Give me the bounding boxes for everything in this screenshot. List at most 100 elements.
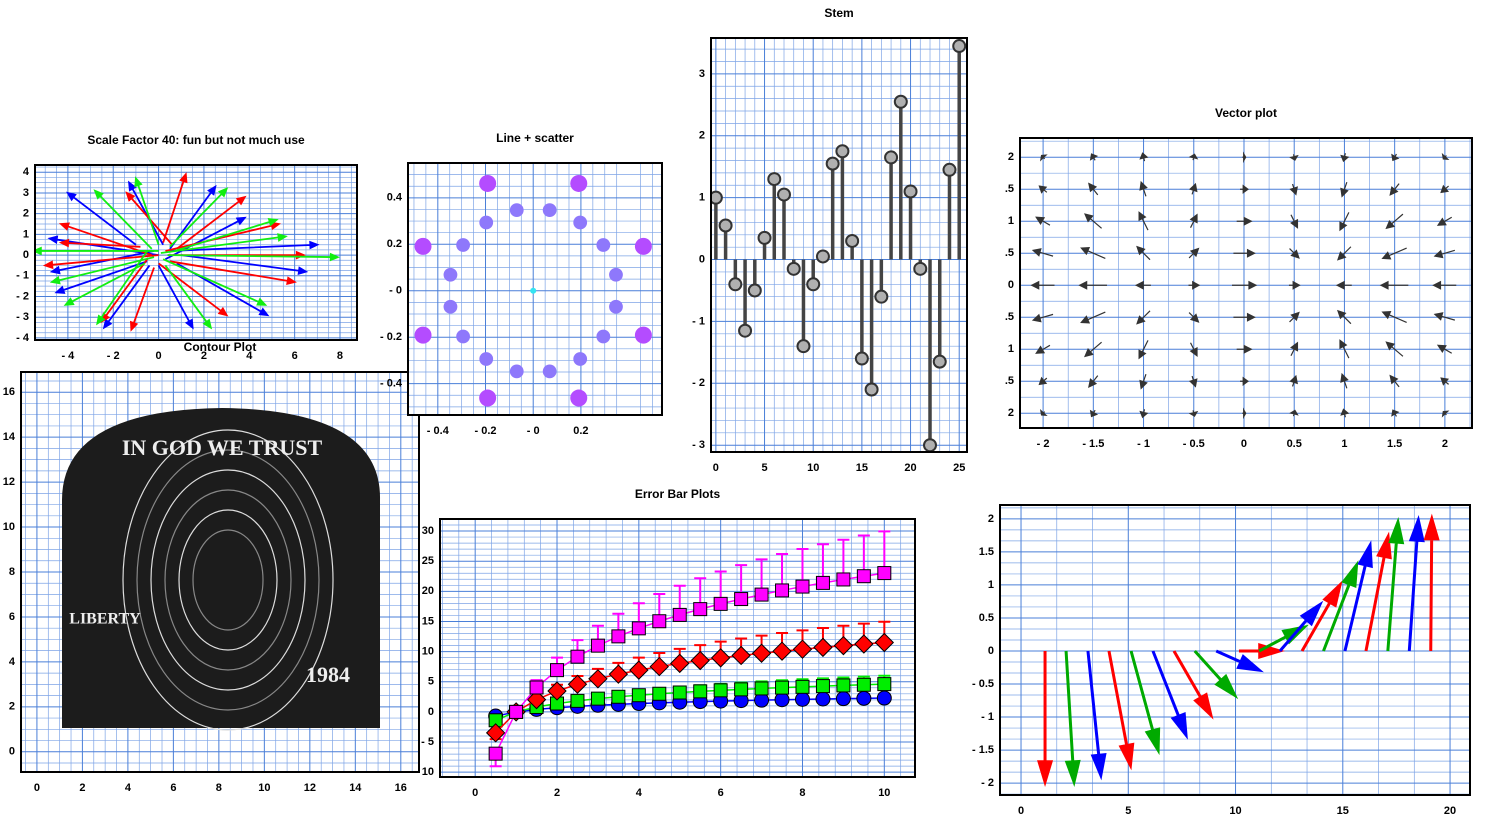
arrow [134, 176, 160, 246]
arrow [1300, 580, 1343, 652]
x-tick-label: 4 [125, 782, 132, 794]
y-tick-label: 30 [422, 525, 434, 537]
coin-relief [122, 429, 334, 731]
x-tick-label: 2 [201, 350, 207, 362]
x-tick-label: 0.5 [1287, 438, 1302, 450]
x-tick-label: 0 [1241, 438, 1247, 450]
stem-marker [903, 184, 918, 199]
x-tick-label: 4 [636, 787, 643, 799]
scatter-point [509, 364, 524, 379]
arrow [1188, 153, 1199, 161]
arrow [169, 240, 320, 252]
arrow [1031, 248, 1054, 257]
arrow [1188, 410, 1199, 417]
y-tick-label: 20 [422, 585, 434, 597]
stem-marker [815, 249, 830, 264]
stem-marker [806, 277, 821, 292]
arrow [1278, 600, 1324, 652]
arrow [1136, 310, 1151, 325]
x-tick-label: - 0.2 [475, 425, 497, 437]
x-tick-label: 6 [718, 787, 724, 799]
arrow [1064, 650, 1081, 788]
arrow [1188, 247, 1200, 259]
marker [815, 691, 831, 707]
arrow [1037, 650, 1054, 788]
x-tick-label: 10 [878, 787, 890, 799]
y-tick-label: 2 [988, 513, 994, 525]
marker [713, 683, 728, 698]
marker [672, 685, 687, 700]
arrow [1340, 153, 1350, 163]
chart-title: Error Bar Plots [635, 487, 721, 501]
x-tick-label: - 4 [61, 350, 75, 362]
marker [775, 680, 790, 695]
chart-title: Line + scatter [496, 131, 574, 145]
arrow [42, 254, 159, 270]
x-tick-label: 20 [1444, 805, 1456, 817]
arrow [176, 195, 247, 250]
x-tick-label: 25 [953, 462, 965, 474]
arrow [1385, 341, 1404, 357]
arrow [1433, 249, 1456, 259]
arrow [1441, 410, 1450, 418]
stem-marker [747, 283, 762, 298]
marker [570, 649, 585, 664]
x-tick-label: 0 [34, 782, 40, 794]
arrow [1240, 376, 1249, 386]
arrow [1389, 374, 1400, 388]
arrow [1031, 313, 1054, 323]
y-tick-label: 0.4 [387, 192, 403, 204]
chart-panel: 0 5 10 15 20 - 2 - 1.5 - 1 - 0.5 0 0.5 1 1.5 2 [972, 504, 1471, 817]
plot-frame [407, 162, 663, 416]
arrow [1151, 650, 1188, 740]
coin-relief [136, 449, 320, 711]
marker [774, 692, 790, 708]
arrow [1436, 216, 1453, 226]
arrow [1139, 180, 1148, 197]
y-tick-label: 1 [23, 228, 29, 240]
arrow [1088, 182, 1099, 196]
arrow [1188, 312, 1200, 323]
arrow [1038, 185, 1048, 194]
scatter-point [596, 238, 611, 252]
scatter-point [609, 267, 623, 282]
y-tick-label: - 2 [981, 777, 994, 789]
arrow [54, 260, 148, 294]
arrow [1391, 409, 1400, 417]
scatter-point [456, 238, 470, 252]
arrow [1289, 311, 1300, 323]
stem-marker [893, 94, 908, 109]
stem-marker [786, 261, 801, 276]
x-tick-label: 4 [246, 350, 253, 362]
marker [529, 680, 544, 695]
plot-frame [999, 504, 1471, 796]
arrow [162, 258, 268, 306]
arrow [1035, 216, 1051, 226]
marker [815, 679, 830, 694]
x-tick-label: 1.5 [1387, 438, 1402, 450]
plot-area [711, 39, 967, 452]
arrow [1386, 516, 1405, 652]
plot-area: IN GOD WE TRUST LIBERTY 1984 [62, 408, 381, 731]
marker [588, 669, 608, 689]
arrow [1078, 280, 1107, 290]
arrow [1289, 248, 1300, 259]
stem-marker [932, 354, 947, 369]
arrow [1436, 344, 1453, 354]
plot-area [35, 172, 341, 332]
x-tick-label: 20 [904, 462, 916, 474]
marker [836, 572, 851, 587]
y-tick-label: 2 [9, 701, 15, 713]
x-tick-label: - 1 [1137, 438, 1150, 450]
arrow [1339, 212, 1350, 232]
y-tick-label: 1 [1008, 215, 1014, 227]
arrow [1340, 408, 1350, 418]
coin-text: LIBERTY [69, 611, 141, 628]
stem-marker [952, 39, 967, 54]
arrow [1242, 407, 1247, 420]
stem-marker [913, 261, 928, 276]
arrow [1423, 513, 1440, 652]
marker [795, 579, 810, 594]
marker [734, 682, 749, 697]
arrow [1188, 375, 1198, 388]
